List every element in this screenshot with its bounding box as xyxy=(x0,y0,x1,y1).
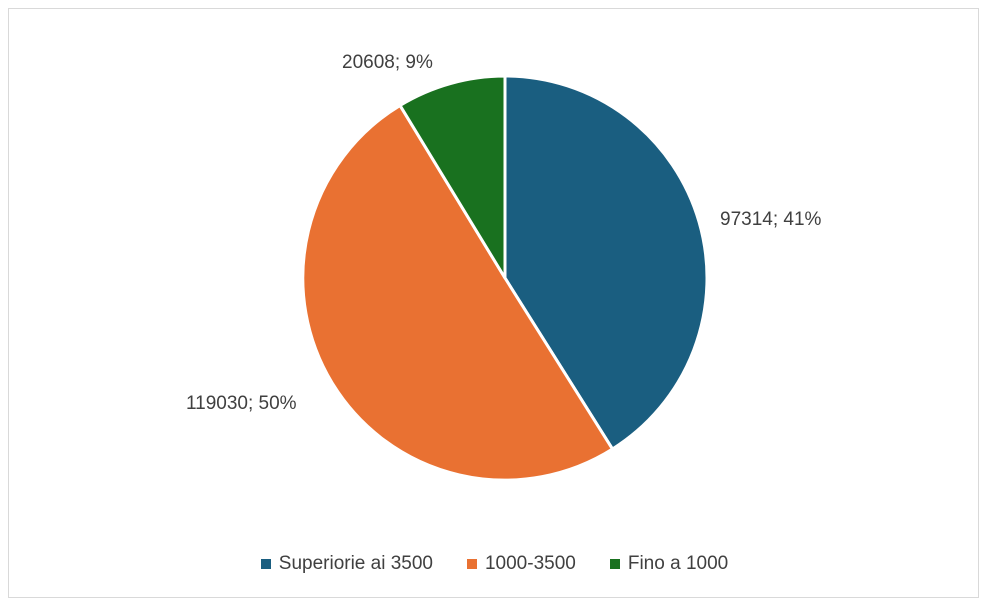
pie-slices xyxy=(301,74,709,482)
legend-swatch-1000-3500 xyxy=(466,559,477,569)
pie-slice-fino-a-1000 xyxy=(398,74,507,280)
data-label-fino-a-1000: 20608; 9% xyxy=(342,52,433,73)
legend-label: Superiorie ai 3500 xyxy=(278,553,433,574)
legend-swatch-fino-a-1000 xyxy=(609,559,620,569)
legend-label: 1000-3500 xyxy=(484,553,576,574)
pie-data-labels: 97314; 41% 119030; 50% 20608; 9% xyxy=(186,52,822,414)
pie-slice-1000-3500 xyxy=(301,103,614,482)
legend-item-1000-3500: 1000-3500 xyxy=(466,553,576,575)
data-label-1000-3500: 119030; 50% xyxy=(186,393,297,414)
data-label-superiorie-ai-3500: 97314; 41% xyxy=(720,209,822,230)
legend-swatch-superiorie-ai-3500 xyxy=(260,559,271,569)
legend-item-fino-a-1000: Fino a 1000 xyxy=(609,553,729,575)
legend: Superiorie ai 3500 1000-3500 Fino a 1000 xyxy=(0,553,989,575)
legend-item-superiorie-ai-3500: Superiorie ai 3500 xyxy=(260,553,433,575)
legend-label: Fino a 1000 xyxy=(627,553,729,574)
